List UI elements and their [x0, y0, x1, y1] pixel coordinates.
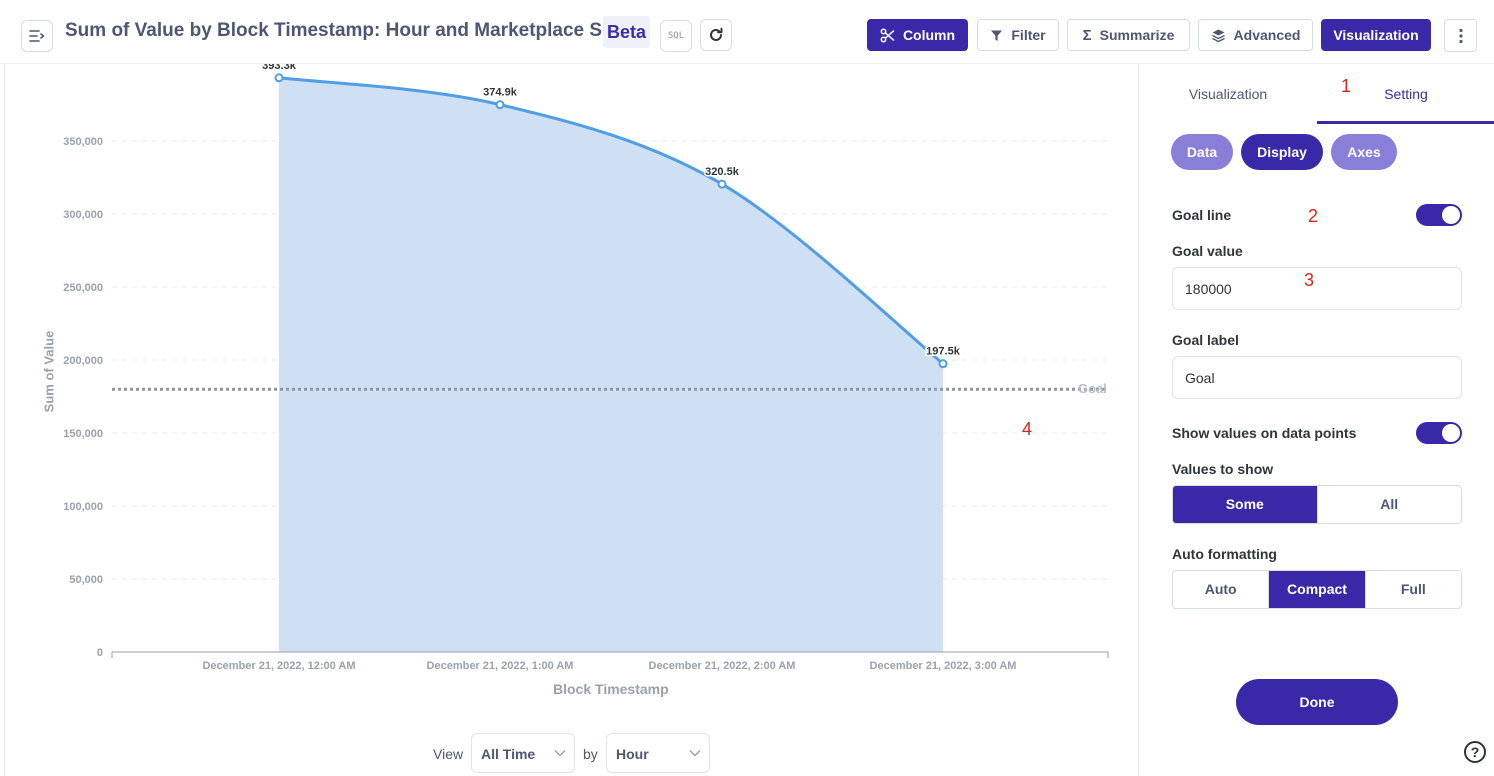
annotation-marker: 4: [1022, 419, 1033, 439]
done-button[interactable]: Done: [1236, 679, 1398, 725]
area-chart: 0 50,000 100,000 150,000 200,000 250,000 300,0…: [63, 64, 1109, 672]
x-axis-label: Block Timestamp: [553, 681, 669, 697]
values-to-show-label: Values to show: [1172, 461, 1274, 477]
filter-button[interactable]: Filter: [977, 19, 1059, 51]
view-range-select[interactable]: All Time: [471, 733, 575, 773]
toggle-knob: [1442, 424, 1460, 442]
pill-axes[interactable]: Axes: [1331, 134, 1397, 170]
visualization-button-label: Visualization: [1333, 27, 1419, 43]
help-icon[interactable]: ?: [1464, 741, 1486, 763]
refresh-icon: [710, 27, 723, 41]
left-divider: [4, 64, 5, 776]
filter-icon: [991, 30, 1003, 41]
goal-line-toggle[interactable]: [1416, 204, 1462, 226]
summarize-button-label: Summarize: [1099, 27, 1175, 43]
data-label: 197.5k: [926, 346, 961, 358]
show-values-toggle[interactable]: [1416, 422, 1462, 444]
auto-formatting-segmented: Auto Compact Full: [1172, 570, 1462, 609]
data-point: [938, 359, 948, 369]
refresh-button[interactable]: [700, 19, 732, 51]
view-range-value: All Time: [481, 746, 536, 762]
pill-data[interactable]: Data: [1171, 134, 1233, 170]
annotation-marker: 2: [1308, 206, 1319, 226]
granularity-select[interactable]: Hour: [606, 733, 710, 773]
y-tick-label: 50,000: [69, 574, 103, 586]
y-tick-label: 0: [97, 647, 103, 659]
y-tick-label: 100,000: [63, 501, 103, 513]
by-label: by: [583, 746, 598, 762]
x-tick-label: December 21, 2022, 1:00 AM: [427, 660, 574, 672]
values-to-show-segmented: Some All: [1172, 485, 1462, 524]
more-options-button[interactable]: [1444, 19, 1477, 52]
show-values-label: Show values on data points: [1172, 425, 1357, 441]
pill-display[interactable]: Display: [1241, 134, 1323, 170]
y-axis-label: Sum of Value: [41, 330, 57, 413]
beta-badge: Beta: [603, 16, 651, 48]
y-tick-label: 200,000: [63, 355, 103, 367]
settings-panel: Visualization Setting Data Display Axes …: [1138, 64, 1494, 776]
tab-visualization[interactable]: Visualization: [1188, 86, 1268, 102]
format-compact-option[interactable]: Compact: [1268, 571, 1365, 608]
annotation-marker: 3: [1304, 270, 1315, 290]
summarize-button[interactable]: Σ Summarize: [1067, 19, 1190, 51]
page-title: Sum of Value by Block Timestamp: Hour an…: [65, 20, 631, 41]
goal-label-input[interactable]: Goal: [1172, 356, 1462, 399]
goal-value-input[interactable]: 180000: [1172, 267, 1462, 310]
y-tick-label: 150,000: [63, 428, 103, 440]
scissors-icon: [880, 28, 895, 42]
sidebar-toggle-button[interactable]: [21, 20, 53, 52]
goal-value-label: Goal value: [1172, 243, 1243, 259]
sigma-icon: Σ: [1082, 26, 1092, 44]
format-auto-option[interactable]: Auto: [1204, 581, 1237, 597]
column-button-label: Column: [902, 27, 956, 43]
x-tick-label: December 21, 2022, 3:00 AM: [870, 660, 1017, 672]
goal-line-setting-label: Goal line: [1172, 207, 1232, 223]
annotation-marker: 1: [1341, 76, 1352, 96]
data-point: [274, 73, 284, 83]
goal-line-label: Goal: [1078, 381, 1107, 396]
format-full-option[interactable]: Full: [1364, 571, 1461, 608]
menu-icon: [29, 30, 45, 42]
data-point: [717, 179, 727, 189]
column-button[interactable]: Column: [867, 19, 968, 51]
y-tick-label: 300,000: [63, 209, 103, 221]
chevron-down-icon: [689, 749, 701, 757]
series-line: [278, 76, 944, 365]
data-label: 374.9k: [483, 87, 518, 99]
auto-formatting-label: Auto formatting: [1172, 546, 1277, 562]
filter-button-label: Filter: [1011, 27, 1046, 43]
tab-setting[interactable]: Setting: [1317, 64, 1494, 124]
y-tick-label: 350,000: [63, 136, 103, 148]
top-bar: Sum of Value by Block Timestamp: Hour an…: [0, 0, 1494, 64]
chevron-down-icon: [554, 749, 566, 757]
data-label: 320.5k: [705, 166, 740, 178]
values-all-option[interactable]: All: [1316, 486, 1462, 523]
view-label: View: [433, 746, 464, 762]
advanced-button[interactable]: Advanced: [1198, 19, 1313, 51]
series-area-fill: [279, 77, 943, 653]
layers-icon: [1211, 29, 1225, 42]
vertical-dots-icon: [1458, 28, 1463, 43]
x-tick-label: December 21, 2022, 2:00 AM: [649, 660, 796, 672]
x-tick-label: December 21, 2022, 12:00 AM: [202, 660, 355, 672]
granularity-value: Hour: [616, 746, 649, 762]
toggle-knob: [1442, 206, 1460, 224]
goal-label-label: Goal label: [1172, 332, 1239, 348]
y-tick-label: 250,000: [63, 282, 103, 294]
advanced-button-label: Advanced: [1233, 27, 1301, 43]
data-point: [495, 100, 505, 110]
values-some-option[interactable]: Some: [1173, 486, 1317, 523]
sql-button[interactable]: SQL: [660, 20, 692, 52]
data-label: 393.3k: [262, 64, 297, 72]
visualization-button[interactable]: Visualization: [1321, 19, 1431, 51]
